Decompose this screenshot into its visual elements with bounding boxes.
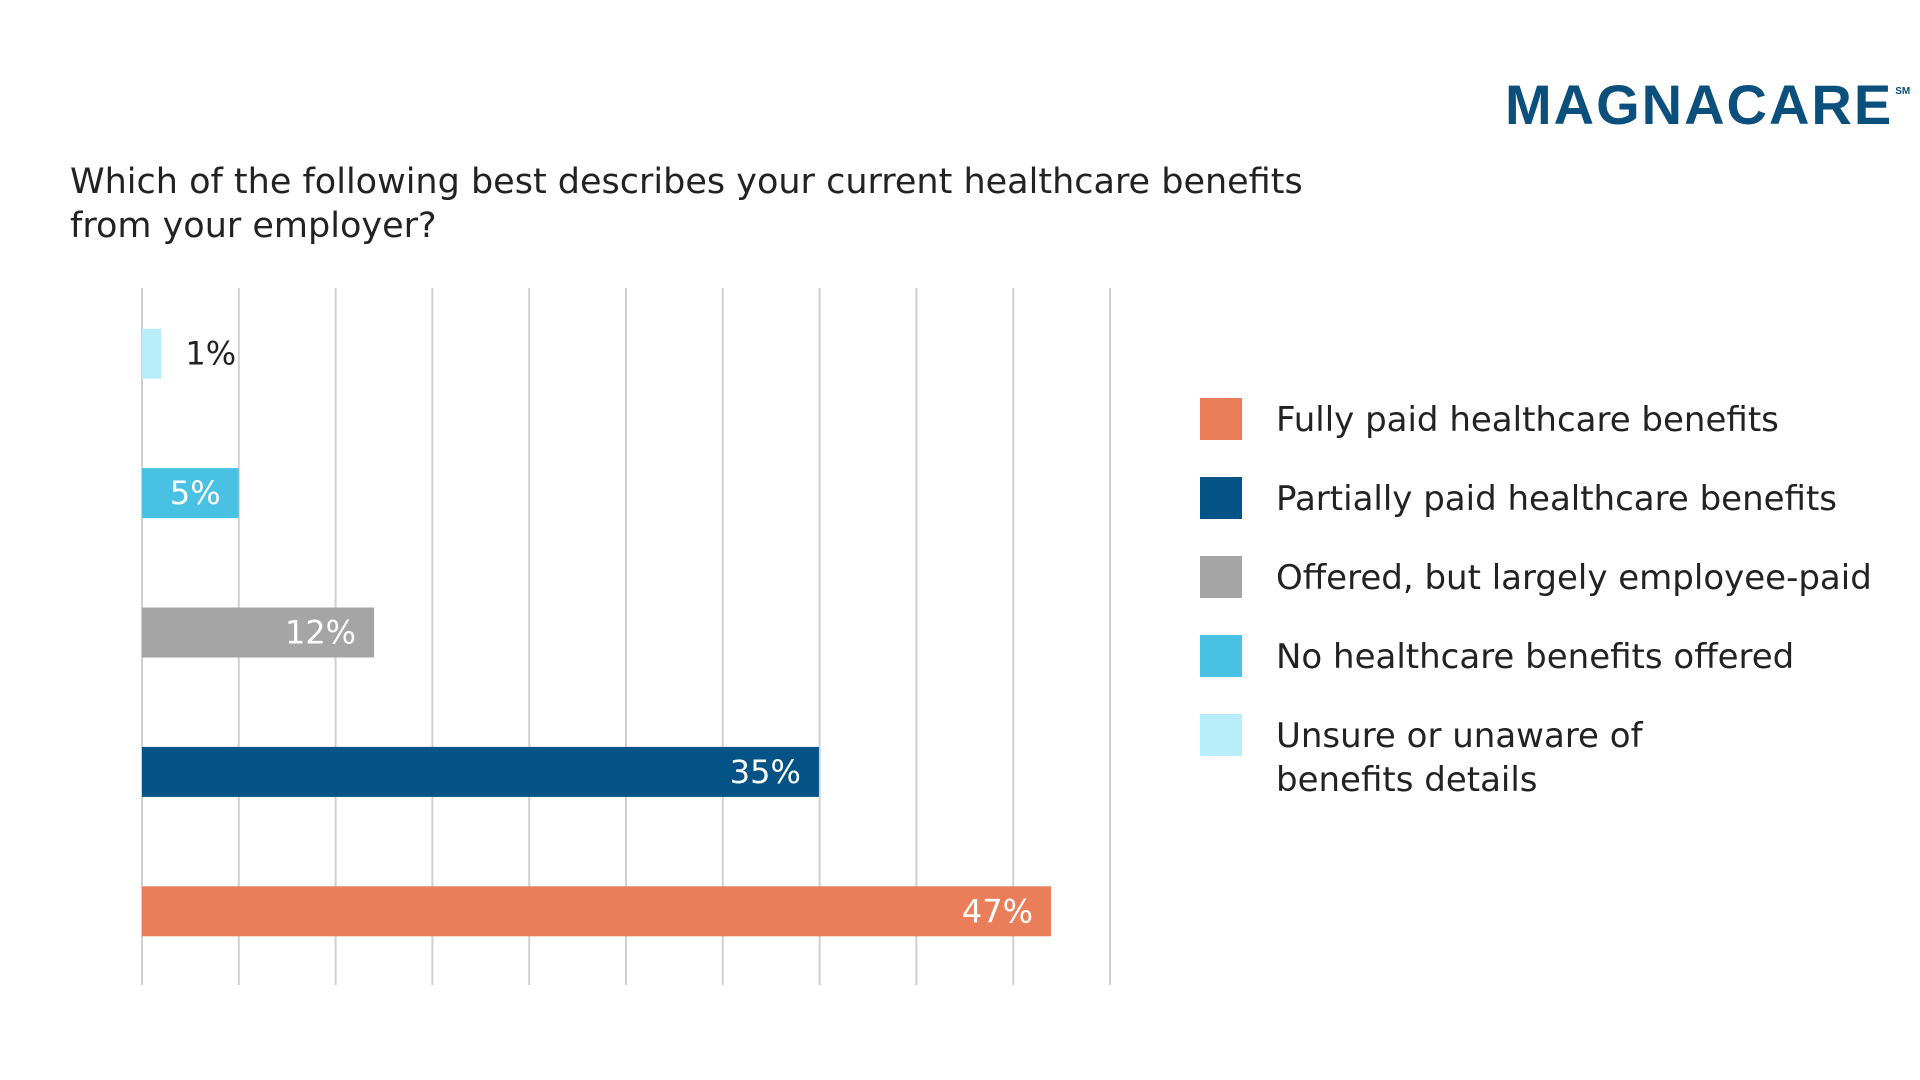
legend-label: Unsure or unaware of benefits details (1276, 716, 1643, 800)
magnacare-logo: MAGNACARE SM (1505, 72, 1910, 137)
legend-label: Fully paid healthcare benefits (1276, 400, 1779, 440)
bar-value-label: 47% (962, 892, 1033, 930)
legend-swatch (1200, 714, 1242, 756)
legend-swatch (1200, 398, 1242, 440)
bar-no-healthcare-benefits-offered (142, 468, 239, 519)
bar-value-label: 5% (170, 474, 221, 512)
legend-label: Partially paid healthcare benefits (1276, 479, 1838, 519)
legend-swatch (1200, 556, 1242, 598)
logo-text: MAGNACARE (1505, 73, 1894, 136)
bar-partially-paid-healthcare-benefits (142, 746, 819, 797)
legend-label: No healthcare benefits offered (1276, 637, 1795, 677)
bar-offered-but-largely-employee-paid (142, 607, 375, 658)
legend-label: Offered, but largely employee-paid (1276, 558, 1872, 598)
bar-fully-paid-healthcare-benefits (142, 886, 1051, 937)
bar-value-label: 35% (730, 753, 801, 791)
bar-unsure-or-unaware-of-benefits-details (142, 328, 162, 379)
bar-value-label: 12% (285, 614, 356, 652)
legend-swatch (1200, 635, 1242, 677)
service-mark: SM (1895, 86, 1911, 97)
survey-question: Which of the following best describes yo… (70, 162, 1303, 246)
bar-value-label: 1% (185, 335, 236, 373)
legend-swatch (1200, 477, 1242, 519)
